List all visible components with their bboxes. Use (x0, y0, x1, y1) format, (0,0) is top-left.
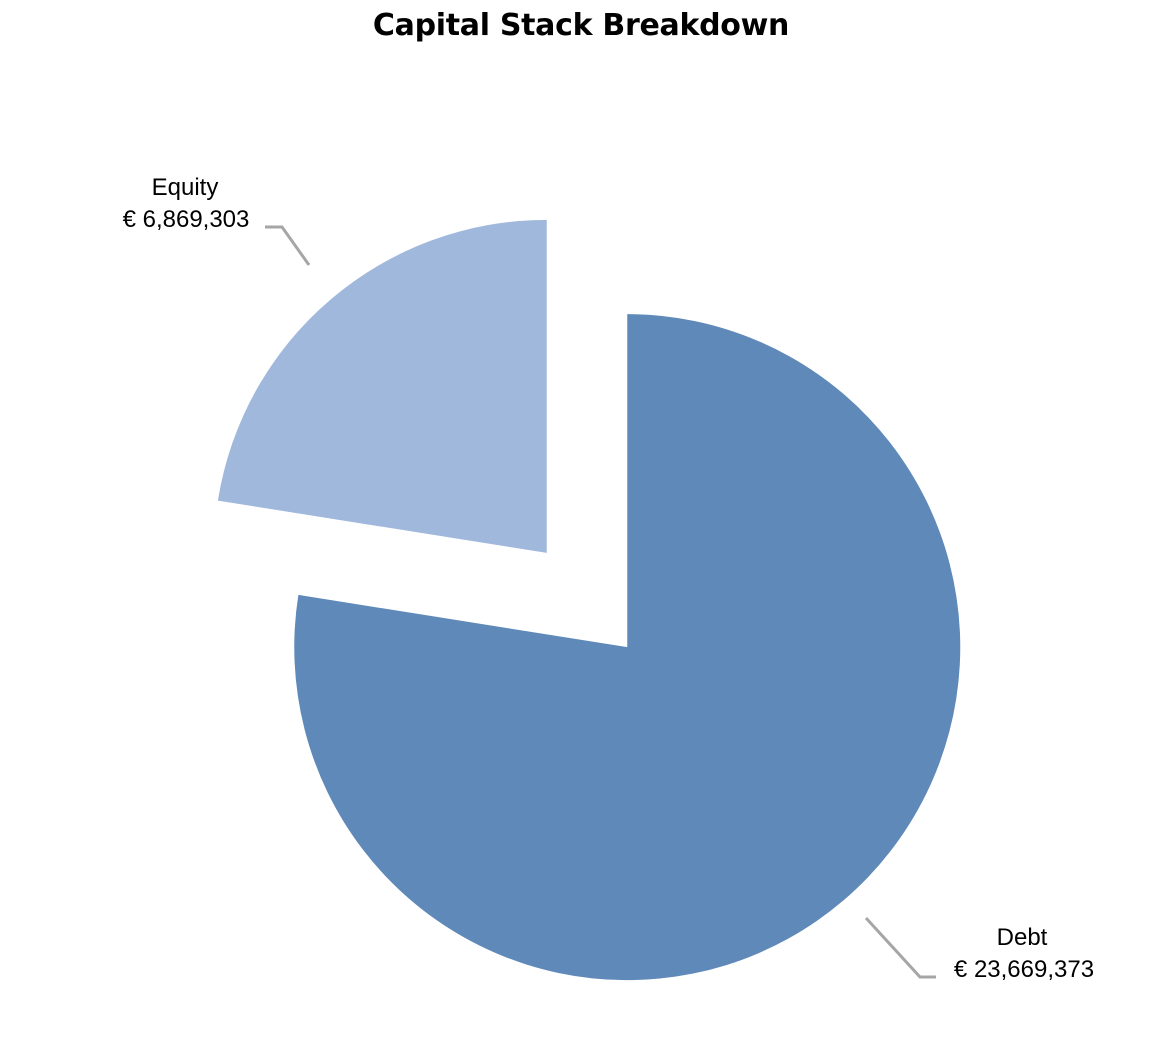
slice-labels: Debt € 23,669,373 Equity € 6,869,303 (123, 174, 1094, 983)
pie-slice-debt (294, 314, 961, 981)
chart-title: Capital Stack Breakdown (372, 8, 790, 43)
leader-lines (265, 225, 936, 979)
leader-line-debt (864, 916, 936, 979)
slice-label-name-debt: Debt (997, 924, 1048, 951)
slice-label-value-debt: € 23,669,373 (954, 956, 1094, 983)
slice-label-value-equity: € 6,869,303 (123, 206, 250, 233)
pie-slice-equity (217, 219, 547, 553)
leader-line-equity (265, 225, 311, 266)
slice-label-name-equity: Equity (152, 174, 219, 201)
pie-slices (217, 219, 961, 981)
